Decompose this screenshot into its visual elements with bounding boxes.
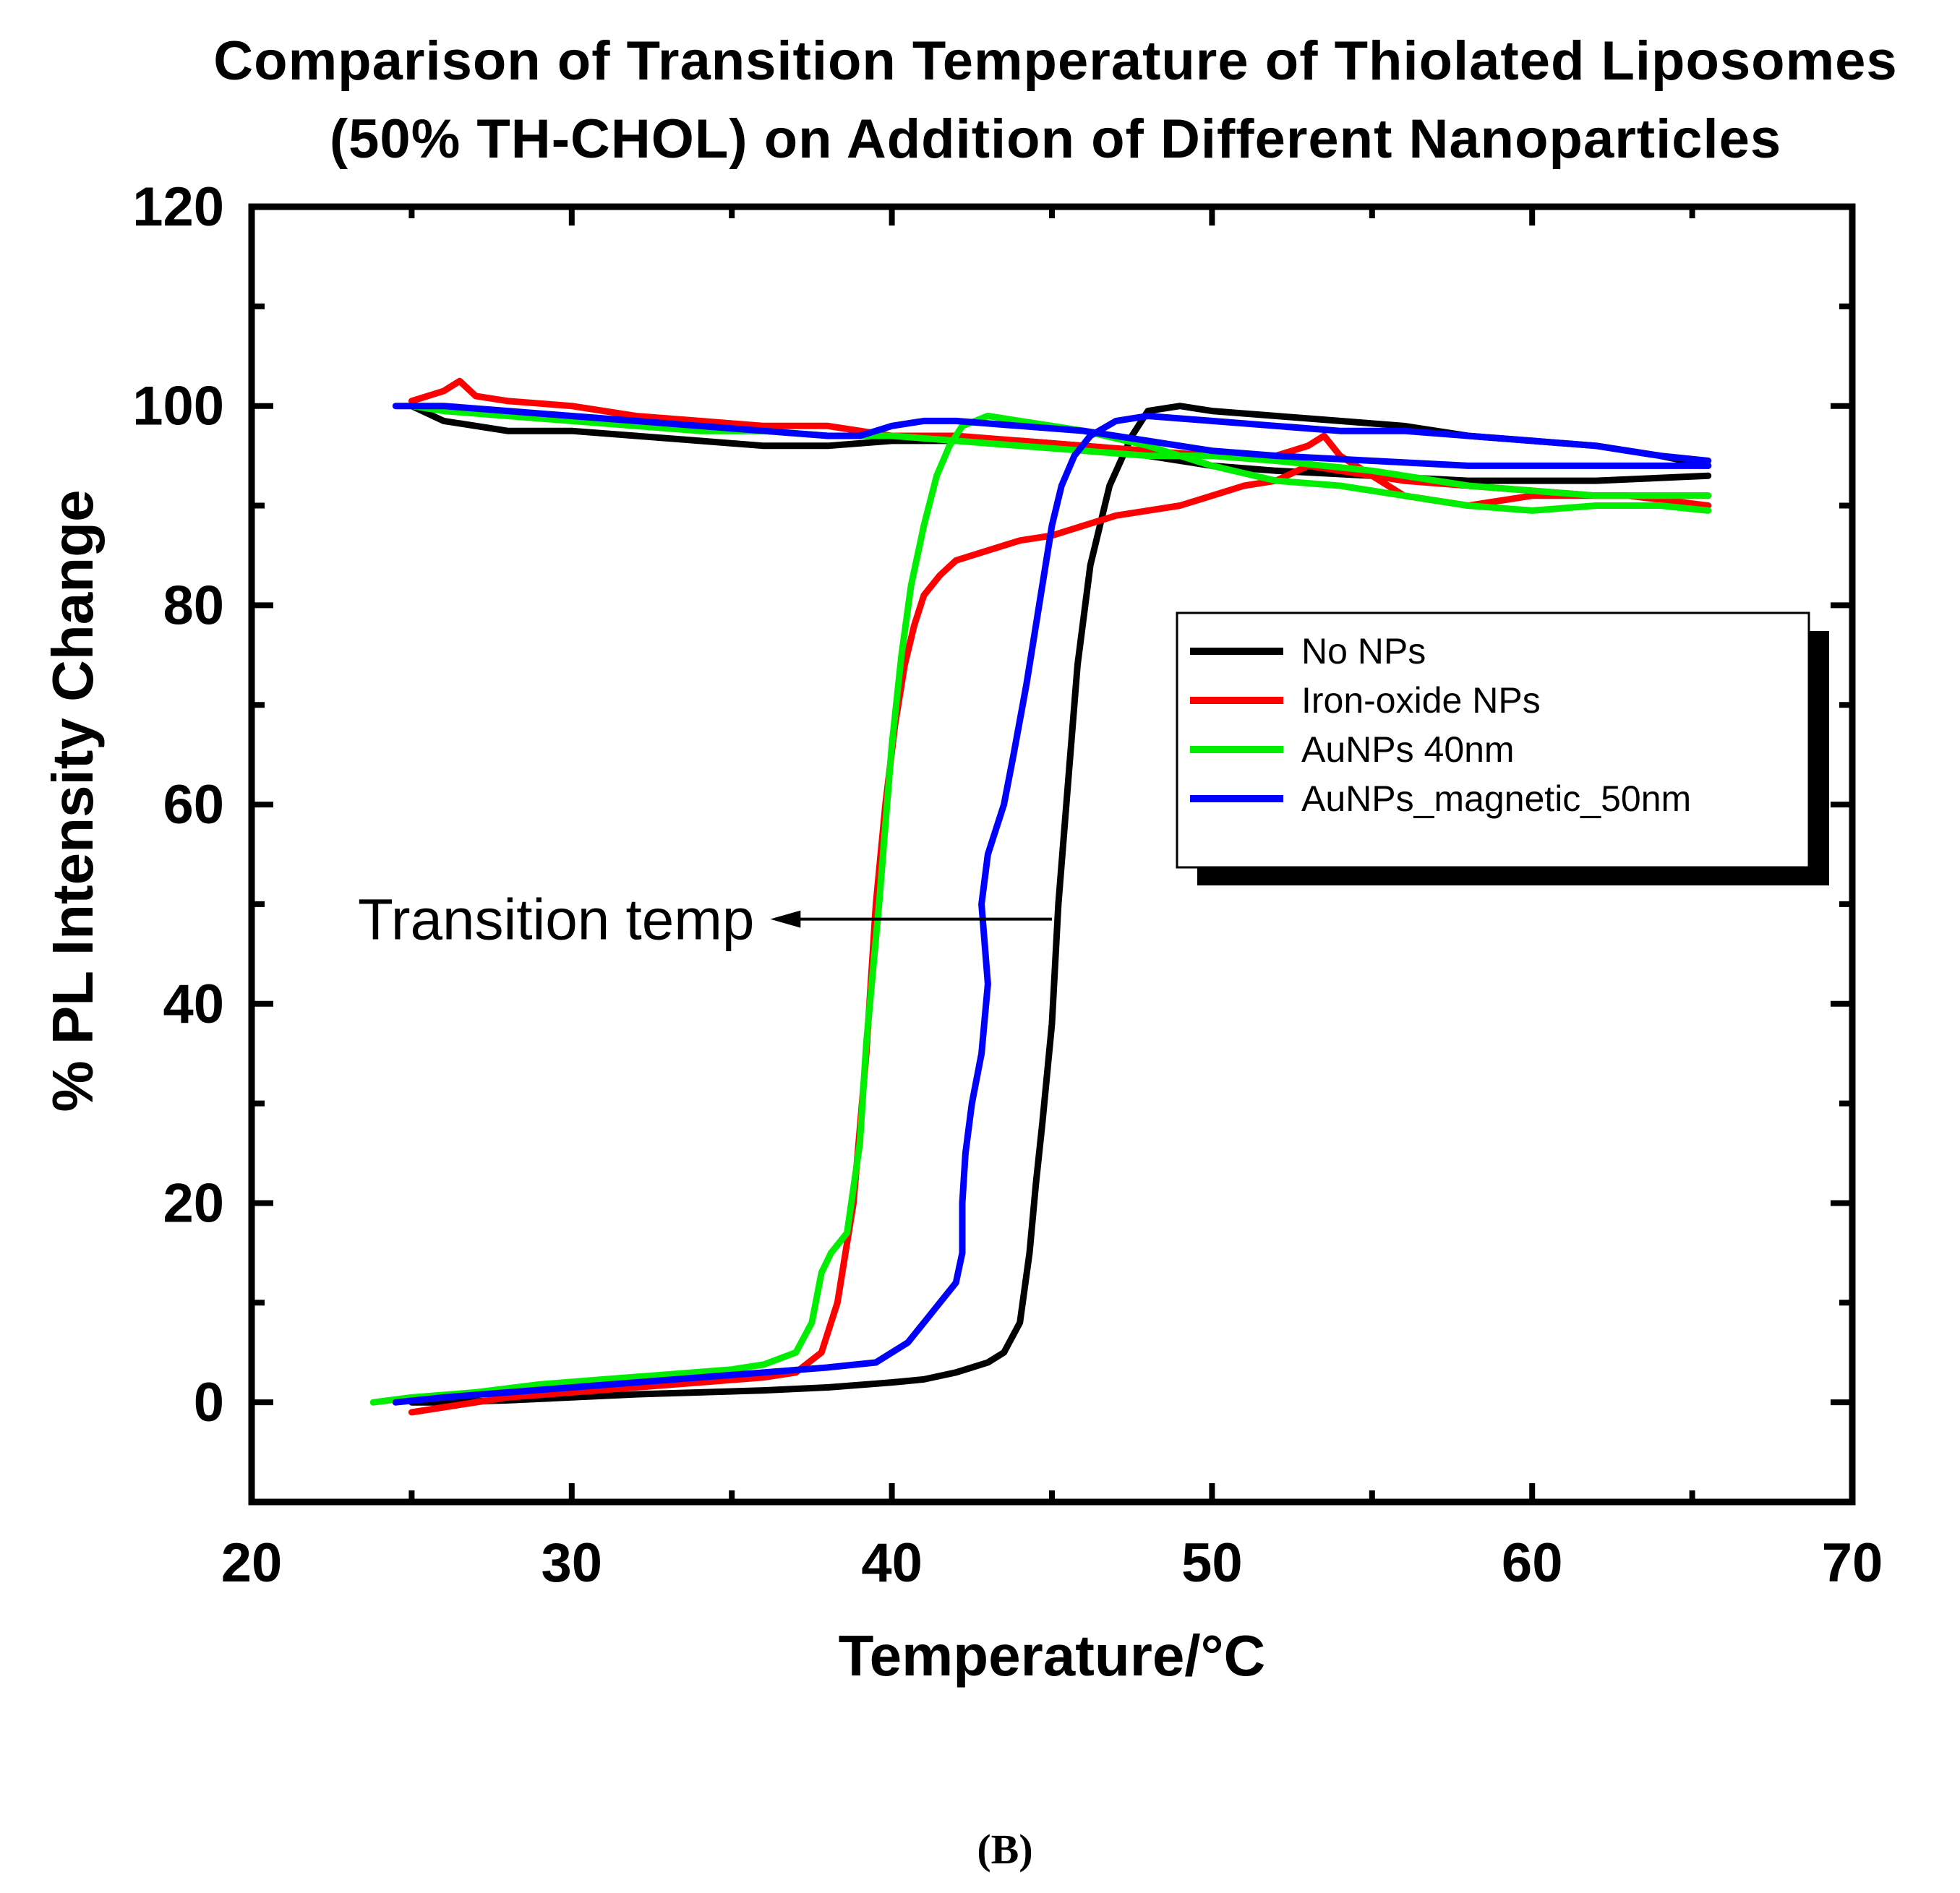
legend-label-iron-oxide: Iron-oxide NPs	[1301, 680, 1541, 721]
legend: No NPs Iron-oxide NPs AuNPs 40nm AuNPs_m…	[1176, 611, 1829, 885]
transition-temp-annotation: Transition temp	[358, 888, 754, 952]
y-tick-label: 120	[132, 176, 224, 238]
series-line-aunps-40nm-cooling	[408, 403, 1712, 499]
series-line-aunps-40nm-heating	[369, 413, 1712, 1406]
y-axis-label: % PL Intensity Change	[40, 490, 105, 1112]
x-tick-label: 40	[861, 1532, 923, 1594]
series-layer	[369, 377, 1712, 1416]
annotation: Transition temp	[358, 888, 1052, 952]
y-tick-label: 40	[163, 974, 224, 1035]
series-line-aunps-magnetic-50nm-heating	[392, 413, 1712, 1406]
x-axis-label: Temperature/°C	[839, 1623, 1266, 1688]
y-tick-label: 100	[132, 376, 224, 437]
y-tick-label: 0	[194, 1372, 224, 1433]
legend-box	[1176, 611, 1810, 869]
y-tick-label: 80	[163, 575, 224, 636]
legend-label-no-nps: No NPs	[1301, 631, 1426, 671]
chart-title-line-2: (50% TH-CHOL) on Addition of Different N…	[330, 108, 1781, 170]
series-line-aunps-magnetic-50nm-cooling	[392, 403, 1712, 469]
transition-temp-arrow-head	[770, 910, 801, 928]
x-tick-label: 50	[1181, 1532, 1243, 1594]
x-tick-label: 30	[542, 1532, 603, 1594]
tick-layer	[249, 204, 1855, 1502]
figure-caption: (B)	[977, 1826, 1032, 1873]
x-tick-label: 60	[1502, 1532, 1563, 1594]
series-line-iron-oxide-nps-heating	[408, 462, 1712, 1416]
tick-label-layer: 20 30 40 50 60 70 0 20 40 60 80 100 120	[132, 176, 1883, 1594]
x-tick-label: 20	[221, 1532, 283, 1594]
y-tick-label: 60	[163, 774, 224, 836]
series-line-no-nps-heating	[408, 403, 1712, 1406]
y-tick-label: 20	[163, 1172, 224, 1234]
chart-title-line-1: Comparison of Transition Temperature of …	[213, 30, 1897, 92]
legend-label-aunps-magnetic: AuNPs_magnetic_50nm	[1301, 778, 1691, 819]
legend-label-aunps-40nm: AuNPs 40nm	[1301, 729, 1515, 770]
x-tick-label: 70	[1822, 1532, 1883, 1594]
